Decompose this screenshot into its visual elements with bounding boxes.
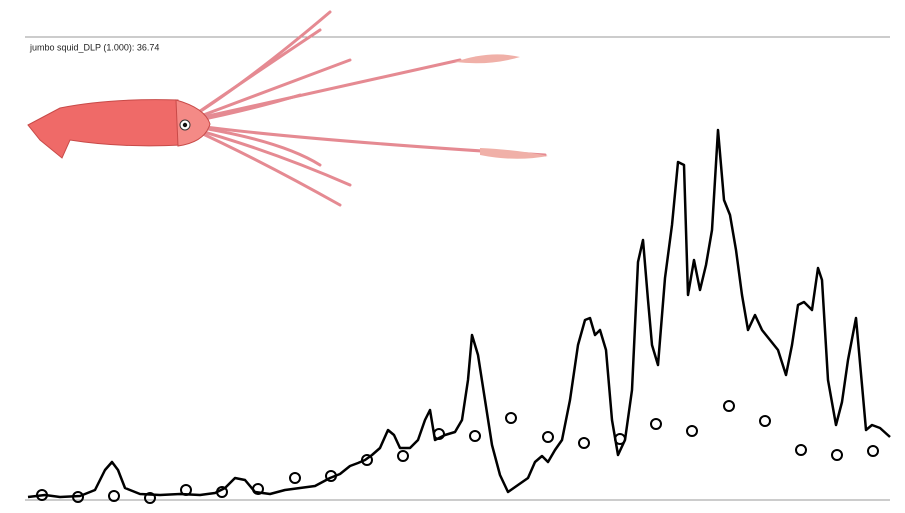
data-point xyxy=(506,413,516,423)
data-point xyxy=(579,438,589,448)
data-point xyxy=(724,401,734,411)
data-point xyxy=(796,445,806,455)
data-point xyxy=(651,419,661,429)
data-point xyxy=(470,431,480,441)
data-point xyxy=(687,426,697,436)
data-point xyxy=(398,451,408,461)
squid-illustration xyxy=(28,12,548,205)
data-point xyxy=(543,432,553,442)
data-point xyxy=(760,416,770,426)
data-point xyxy=(290,473,300,483)
chart-title: jumbo squid_DLP (1.000): 36.74 xyxy=(29,42,159,52)
data-line xyxy=(28,130,890,497)
data-point xyxy=(832,450,842,460)
data-point xyxy=(868,446,878,456)
chart: jumbo squid_DLP (1.000): 36.74 xyxy=(0,0,905,513)
